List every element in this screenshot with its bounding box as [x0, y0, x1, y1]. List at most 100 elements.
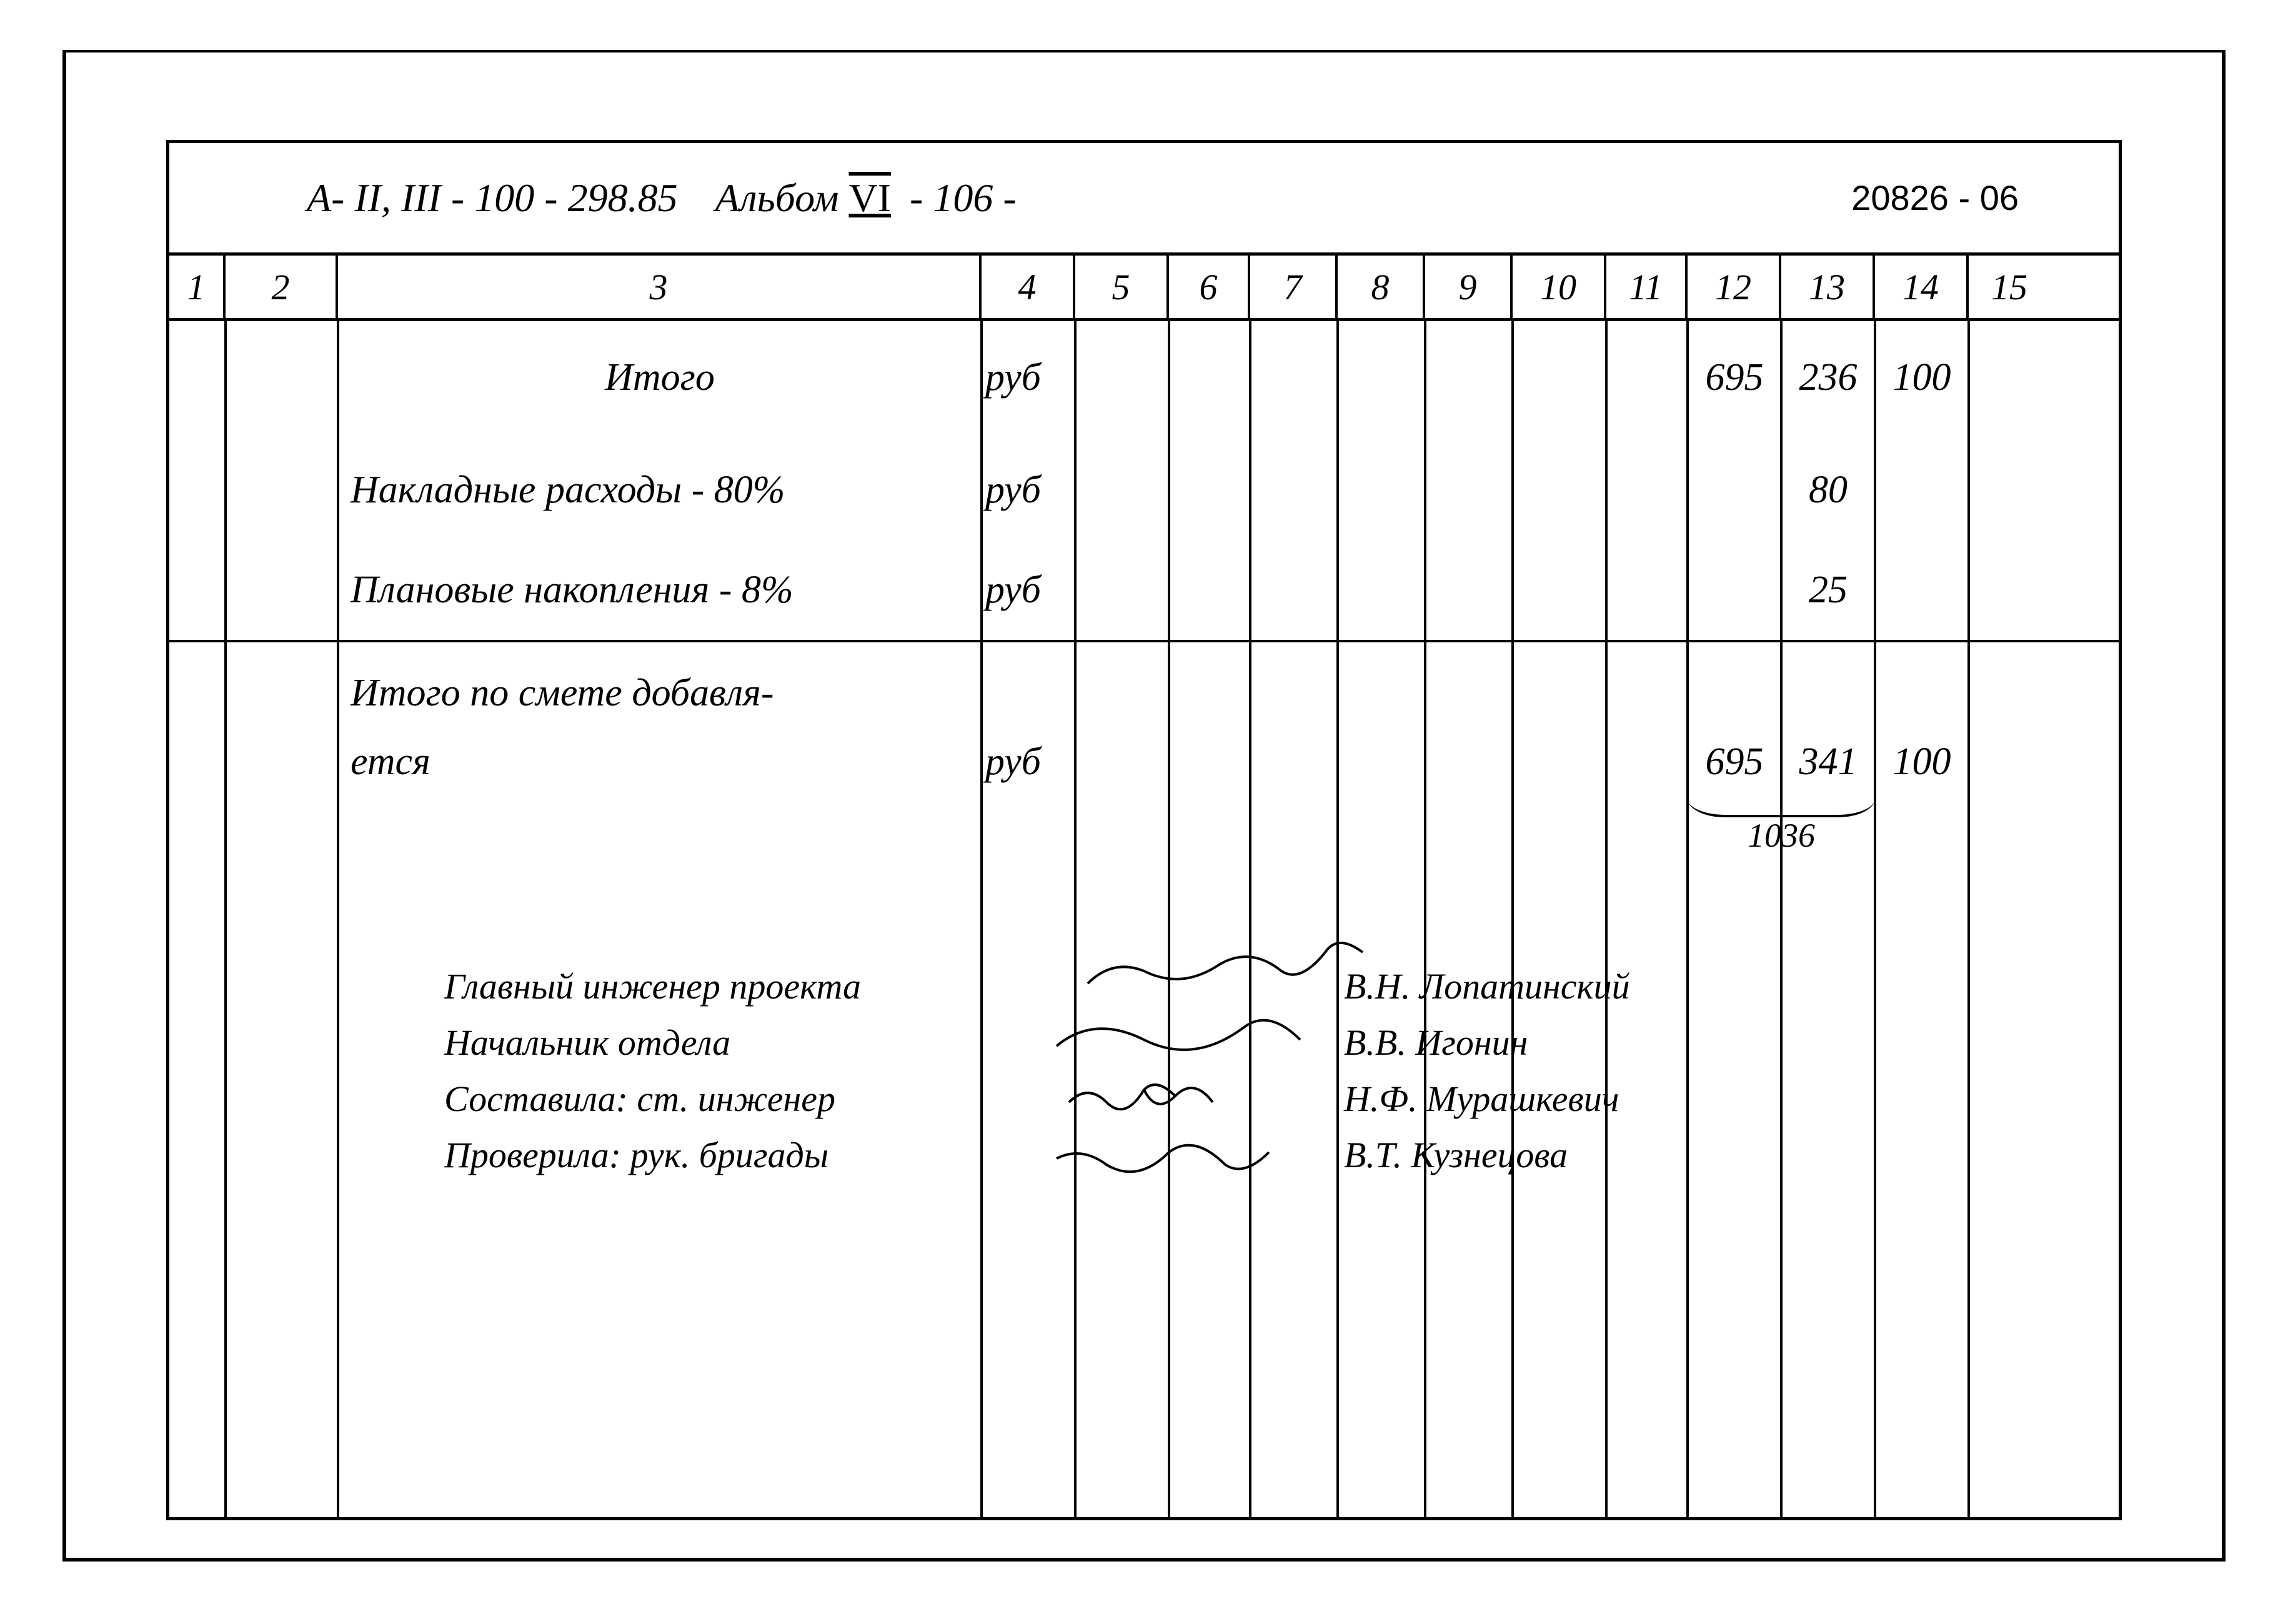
col-header-9: 9	[1425, 256, 1513, 318]
cell-c13: 80	[1781, 446, 1875, 534]
cell-c7	[1250, 446, 1338, 534]
signature-role: Начальник отдела	[444, 1015, 1082, 1071]
cell-c5	[1075, 334, 1169, 421]
cell-c8	[1338, 546, 1425, 634]
album-roman: VI	[848, 176, 891, 220]
table-row: Накладные расходы - 80%руб80	[169, 446, 2119, 534]
cell-c4: руб	[982, 727, 1075, 796]
cell-c8	[1338, 334, 1425, 421]
column-header-row: 123456789101112131415	[166, 252, 2122, 321]
signatures-block: Главный инженер проектаВ.Н. ЛопатинскийН…	[444, 959, 1630, 1183]
combined-total: 1036	[1688, 796, 1875, 855]
brace-curve-icon	[1688, 796, 1875, 817]
cell-c5	[1075, 446, 1169, 534]
cell-c15	[1969, 446, 2050, 534]
title-band: А- II, III - 100 - 298.85 Альбом VI - 10…	[166, 140, 2122, 252]
cell-c8	[1338, 659, 1425, 727]
signature-name: В.Т. Кузнецова	[1344, 1127, 1568, 1183]
cell-c2	[226, 546, 338, 634]
cell-c8	[1338, 727, 1425, 796]
cell-c3: Плановые накопления - 8%	[338, 546, 982, 634]
cell-c12: 695	[1688, 334, 1781, 421]
cell-c13	[1781, 659, 1875, 727]
cell-c11	[1606, 334, 1688, 421]
table-body: Главный инженер проектаВ.Н. ЛопатинскийН…	[166, 321, 2122, 1520]
cell-c9	[1425, 446, 1513, 534]
col-header-13: 13	[1781, 256, 1875, 318]
col-header-3: 3	[338, 256, 982, 318]
cell-c2	[226, 659, 338, 727]
cell-c5	[1075, 727, 1169, 796]
signature-role: Составила: ст. инженер	[444, 1071, 1082, 1127]
cell-c1	[169, 446, 226, 534]
cell-c5	[1075, 659, 1169, 727]
album-label: Альбом VI	[715, 175, 891, 221]
cell-c6	[1169, 546, 1250, 634]
cell-c6	[1169, 446, 1250, 534]
sheet-code: 20826 - 06	[1851, 177, 2019, 218]
cell-c13: 25	[1781, 546, 1875, 634]
cell-c1	[169, 727, 226, 796]
cell-c11	[1606, 727, 1688, 796]
cell-c12	[1688, 446, 1781, 534]
col-header-14: 14	[1875, 256, 1969, 318]
cell-c7	[1250, 546, 1338, 634]
cell-c14	[1875, 446, 1969, 534]
cell-c4: руб	[982, 546, 1075, 634]
col-header-7: 7	[1250, 256, 1338, 318]
col-header-4: 4	[982, 256, 1075, 318]
cell-c8	[1338, 446, 1425, 534]
cell-c4: руб	[982, 446, 1075, 534]
signature-name: В.Н. Лопатинский	[1344, 959, 1630, 1015]
signature-role: Главный инженер проекта	[444, 959, 1082, 1015]
cell-c4	[982, 659, 1075, 727]
cell-c14	[1875, 659, 1969, 727]
cell-c6	[1169, 334, 1250, 421]
table-row: етсяруб695341100	[169, 727, 2119, 796]
table-row: Итогоруб695236100	[169, 334, 2119, 421]
cell-c7	[1250, 727, 1338, 796]
col-header-5: 5	[1075, 256, 1169, 318]
cell-c11	[1606, 659, 1688, 727]
cell-c2	[226, 727, 338, 796]
cell-c7	[1250, 659, 1338, 727]
page-number: - 106 -	[910, 175, 1017, 221]
col-header-6: 6	[1169, 256, 1250, 318]
signature-line: Начальник отделаВ.В. Игонин	[444, 1015, 1630, 1071]
col-header-2: 2	[226, 256, 338, 318]
cell-c15	[1969, 334, 2050, 421]
signature-line: Составила: ст. инженер Н.Ф. Мурашкевич	[444, 1071, 1630, 1127]
cell-c6	[1169, 727, 1250, 796]
cell-c14: 100	[1875, 727, 1969, 796]
cell-c10	[1513, 446, 1606, 534]
signature-role: Проверила: рук. бригады	[444, 1127, 1082, 1183]
signature-name: Н.Ф. Мурашкевич	[1344, 1071, 1619, 1127]
outer-frame: А- II, III - 100 - 298.85 Альбом VI - 10…	[62, 50, 2226, 1562]
cell-c10	[1513, 727, 1606, 796]
cell-c12: 695	[1688, 727, 1781, 796]
cell-c2	[226, 446, 338, 534]
cell-c3: Итого	[338, 334, 982, 421]
col-header-8: 8	[1338, 256, 1425, 318]
section-divider	[169, 640, 2119, 642]
table-row: Итого по смете добавля-	[169, 659, 2119, 727]
cell-c13: 236	[1781, 334, 1875, 421]
cell-c10	[1513, 546, 1606, 634]
cell-c14	[1875, 546, 1969, 634]
col-header-1: 1	[169, 256, 226, 318]
cell-c13: 341	[1781, 727, 1875, 796]
combined-total-value: 1036	[1688, 816, 1875, 855]
cell-c3: Итого по смете добавля-	[338, 659, 982, 727]
cell-c7	[1250, 334, 1338, 421]
cell-c1	[169, 334, 226, 421]
cell-c12	[1688, 546, 1781, 634]
cell-c15	[1969, 659, 2050, 727]
cell-c1	[169, 546, 226, 634]
cell-c6	[1169, 659, 1250, 727]
cell-c14: 100	[1875, 334, 1969, 421]
cell-c1	[169, 659, 226, 727]
signature-line: Главный инженер проекта В.Н. Лопатинский	[444, 959, 1630, 1015]
cell-c15	[1969, 546, 2050, 634]
cell-c12	[1688, 659, 1781, 727]
cell-c10	[1513, 659, 1606, 727]
